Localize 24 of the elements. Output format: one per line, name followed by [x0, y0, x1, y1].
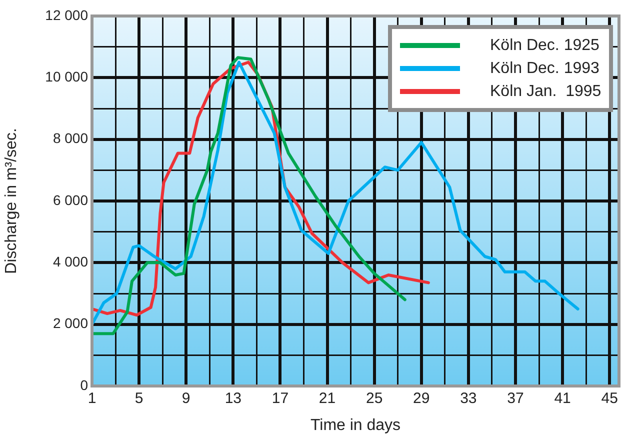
y-tick-label: 4 000 [52, 254, 88, 270]
x-tick-label: 1 [88, 390, 96, 408]
y-axis-title: Discharge in m³/sec. [3, 128, 20, 274]
legend-label: Köln Dec. 1925 [490, 37, 600, 54]
x-tick-label: 17 [272, 390, 289, 408]
y-tick-label: 6 000 [52, 192, 88, 208]
x-tick-label: 5 [134, 390, 144, 408]
legend-label: Köln Dec. 1993 [490, 60, 600, 77]
x-tick-label: 9 [182, 390, 190, 408]
x-tick-label: 29 [413, 390, 430, 408]
y-tick-label: 8 000 [52, 130, 88, 146]
x-tick-label: 33 [460, 390, 477, 408]
x-tick-label: 45 [601, 390, 618, 408]
x-tick-label: 25 [366, 390, 383, 408]
legend-label: Köln Jan. 1995 [490, 83, 602, 100]
x-tick-label: 13 [224, 390, 242, 408]
y-tick-label: 2 000 [52, 315, 88, 332]
y-tick-label: 10 000 [45, 68, 88, 85]
x-tick-label: 41 [554, 390, 571, 408]
x-axis-title: Time in days [310, 416, 401, 434]
y-tick-label: 12 000 [45, 6, 88, 23]
y-tick-label: 0 [80, 376, 88, 393]
x-tick-label: 37 [507, 390, 524, 408]
x-tick-label: 21 [318, 390, 336, 408]
